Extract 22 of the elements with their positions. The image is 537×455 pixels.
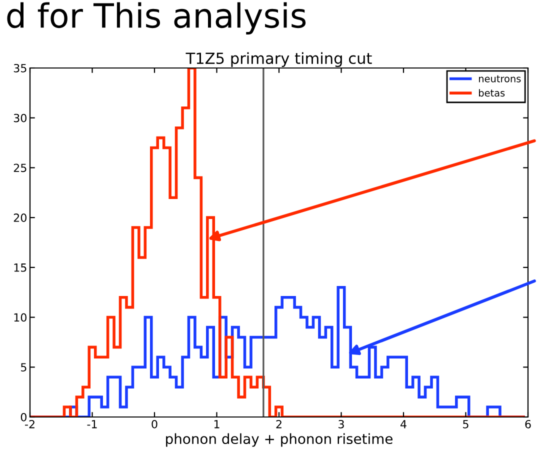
x-tick-label: 2 — [276, 420, 282, 428]
y-tick-label: 15 — [14, 264, 26, 272]
x-tick-label: 1 — [214, 420, 220, 428]
y-tick-label: 0 — [20, 412, 26, 422]
x-tick-label: -2 — [25, 420, 34, 428]
legend-label: neutrons — [479, 75, 521, 82]
y-tick-label: 35 — [14, 64, 26, 72]
y-tick-label: 5 — [21, 363, 26, 372]
chart-title: T1Z5 primary timing cut — [186, 52, 372, 68]
x-tick-label: 0 — [152, 420, 158, 428]
x-tick-label: -1 — [87, 420, 97, 428]
x-tick-label: 3 — [338, 420, 344, 428]
y-tick-label: 20 — [14, 214, 26, 222]
y-tick-label: 30 — [14, 114, 26, 122]
x-axis-title: phonon delay + phonon risetime — [166, 433, 392, 447]
y-tick-label: 25 — [14, 164, 26, 172]
legend-label: betas — [479, 89, 505, 97]
x-tick-label: 6 — [525, 420, 531, 428]
text: d for This analysis — [7, 2, 306, 35]
x-tick-label: 4 — [400, 420, 406, 428]
x-tick-label: 5 — [463, 420, 468, 428]
y-tick-label: 10 — [14, 313, 26, 322]
